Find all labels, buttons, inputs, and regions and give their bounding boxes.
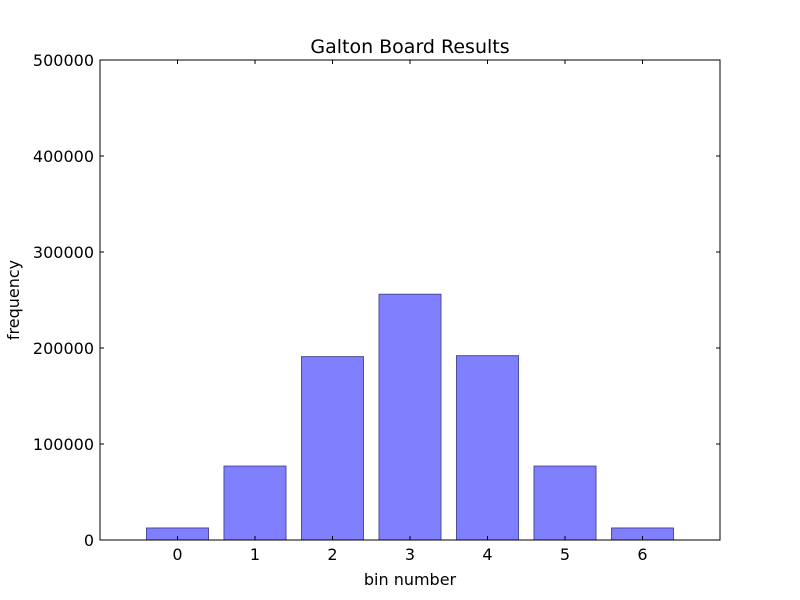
y-tick-label: 100000 bbox=[33, 435, 94, 454]
x-tick-label: 5 bbox=[560, 545, 570, 564]
x-tick-label: 2 bbox=[327, 545, 337, 564]
y-tick-label: 0 bbox=[84, 531, 94, 550]
y-tick-label: 200000 bbox=[33, 339, 94, 358]
x-tick-label: 4 bbox=[482, 545, 492, 564]
x-tick-label: 6 bbox=[637, 545, 647, 564]
y-tick-label: 500000 bbox=[33, 51, 94, 70]
bar-5 bbox=[533, 465, 597, 541]
x-tick-label: 1 bbox=[250, 545, 260, 564]
x-tick-label: 0 bbox=[172, 545, 182, 564]
x-tick-label: 3 bbox=[405, 545, 415, 564]
y-axis-label: frequency bbox=[4, 260, 23, 340]
chart-title: Galton Board Results bbox=[310, 36, 509, 58]
bar-3 bbox=[378, 293, 442, 541]
bar-1 bbox=[223, 465, 287, 541]
ticks-layer bbox=[100, 59, 720, 541]
labels-layer: 0 1 2 3 4 5 6 0 100000 200000 300000 400000 500000 bbox=[33, 51, 648, 564]
bar-4 bbox=[456, 355, 519, 541]
y-tick-label: 300000 bbox=[33, 243, 94, 262]
y-tick-label: 400000 bbox=[33, 147, 94, 166]
bars-layer bbox=[146, 293, 674, 541]
bar-2 bbox=[301, 356, 364, 541]
x-axis-label: bin number bbox=[364, 570, 457, 589]
